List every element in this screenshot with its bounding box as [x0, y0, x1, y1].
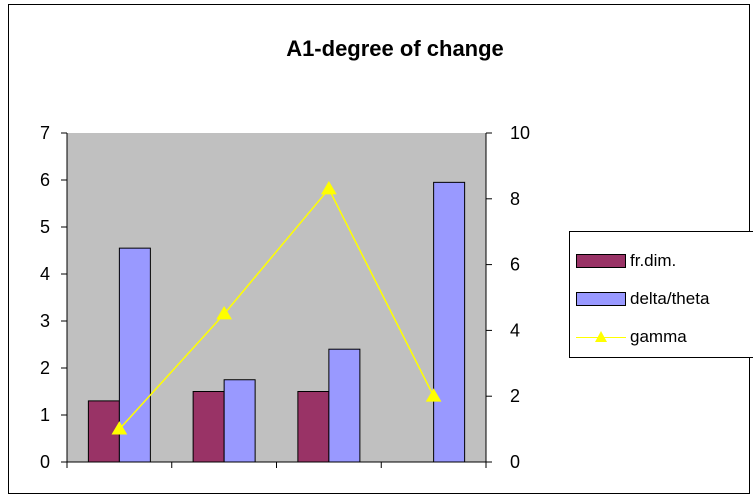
bar-delta-theta-2: [328, 348, 361, 463]
gamma-series: [111, 180, 442, 435]
legend-swatch-fr-dim: [576, 254, 626, 268]
right-tick-label-0: 0: [510, 452, 520, 472]
right-tick-label-3: 6: [510, 255, 520, 275]
legend-label-gamma: gamma: [630, 327, 687, 346]
axes: 0 1 2 3 4 5 6 7 0 2 4 6 8 10: [40, 123, 530, 472]
legend-swatch-gamma: [576, 330, 626, 344]
right-tick-label-2: 4: [510, 320, 520, 340]
gamma-line: [118, 187, 435, 430]
legend-item-gamma: gamma: [576, 326, 687, 348]
chart-svg: A1-degree of change 0 1 2 3 4 5 6 7 0 2 4 6 8 10: [40, 36, 530, 472]
bar-fr-dim--1: [192, 391, 225, 463]
left-tick-label-6: 6: [40, 170, 50, 190]
legend-item-delta-theta: delta/theta: [576, 288, 709, 310]
right-tick-label-4: 8: [510, 189, 520, 209]
left-tick-label-1: 1: [40, 405, 50, 425]
legend-label-fr-dim: fr.dim.: [630, 251, 677, 270]
left-tick-label-3: 3: [40, 311, 50, 331]
triangle-marker-icon: [595, 331, 607, 342]
left-tick-label-2: 2: [40, 358, 50, 378]
gamma-marker-1: [216, 305, 232, 320]
bar-fr-dim--2: [297, 391, 330, 463]
right-tick-label-5: 10: [510, 123, 530, 143]
chart-frame: A1-degree of change 0 1 2 3 4 5 6 7 0 2 4 6 8 10 fr.d…: [8, 4, 753, 494]
left-tick-label-5: 5: [40, 217, 50, 237]
gamma-marker-3: [425, 388, 442, 402]
bar-delta-theta-0: [118, 247, 151, 463]
bar-delta-theta-3: [433, 181, 466, 463]
left-tick-label-0: 0: [40, 452, 50, 472]
left-tick-label-4: 4: [40, 264, 50, 284]
legend-swatch-delta-theta: [576, 292, 626, 306]
legend-item-fr-dim: fr.dim.: [576, 250, 676, 272]
legend: fr.dim. delta/theta gamma: [569, 231, 753, 358]
legend-label-delta-theta: delta/theta: [630, 289, 710, 308]
gamma-marker-2: [321, 180, 337, 195]
gamma-marker-0: [111, 421, 128, 435]
right-tick-label-1: 2: [510, 386, 520, 406]
left-tick-label-7: 7: [40, 123, 50, 143]
bar-delta-theta-1: [223, 379, 256, 463]
bar-group: [87, 181, 466, 463]
chart-title: A1-degree of change: [286, 36, 504, 61]
